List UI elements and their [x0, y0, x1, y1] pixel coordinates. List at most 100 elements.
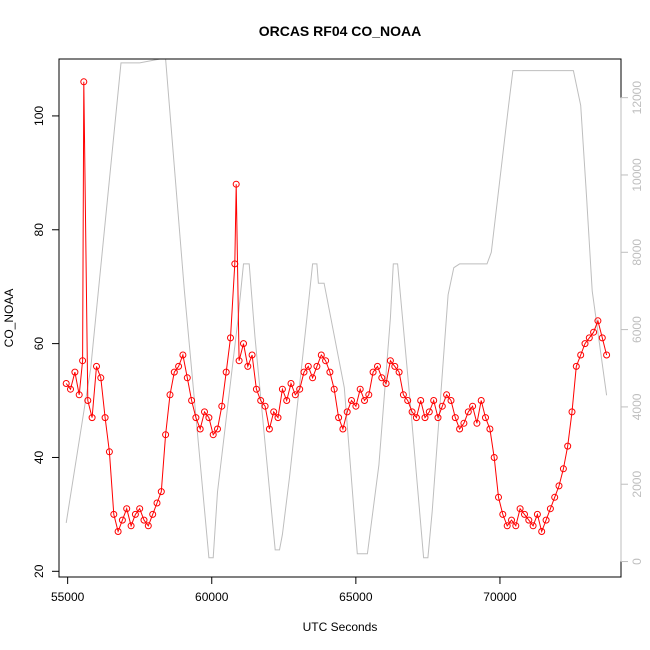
co-point	[598, 334, 606, 342]
y2-tick-label: 10000	[630, 158, 644, 192]
co-point	[590, 328, 598, 336]
co-point	[447, 397, 455, 404]
co-point	[80, 78, 88, 86]
x-axis-label: UTC Seconds	[303, 620, 378, 634]
co-point	[343, 408, 351, 416]
co-point	[296, 385, 304, 393]
co-point	[335, 414, 343, 422]
co-point	[533, 510, 541, 518]
co-point	[425, 408, 433, 416]
co-point	[417, 397, 425, 404]
co-point	[123, 505, 131, 513]
co-point	[67, 385, 74, 393]
co-point	[421, 414, 429, 422]
co-point	[564, 442, 572, 450]
y-tick-label: 20	[32, 564, 46, 578]
altitude-series	[65, 58, 608, 559]
co-point	[391, 362, 399, 370]
co-point	[482, 414, 489, 422]
co-point	[209, 431, 217, 439]
co-point	[352, 402, 360, 410]
co-point	[581, 340, 589, 348]
co-point	[460, 419, 468, 427]
co-point	[240, 340, 247, 348]
co-point	[304, 362, 312, 370]
co-point	[404, 397, 412, 404]
co-point	[521, 510, 528, 518]
co-point	[131, 510, 139, 518]
co-point	[75, 391, 83, 399]
y2-tick-label: 12000	[630, 81, 644, 115]
co-point	[585, 334, 593, 342]
co-point	[412, 414, 420, 422]
co-point	[568, 408, 576, 416]
co-point	[157, 488, 165, 496]
co-point	[326, 368, 334, 376]
co-point	[144, 522, 152, 530]
co-point	[339, 425, 347, 433]
co-point	[274, 414, 282, 422]
co-point	[430, 397, 438, 404]
co-point	[118, 516, 126, 524]
co-point	[114, 528, 122, 535]
x-tick-label: 65000	[339, 590, 373, 604]
co-point	[603, 351, 611, 359]
x-tick-label: 55000	[51, 590, 85, 604]
y-tick-label: 40	[32, 450, 46, 464]
co-point	[248, 351, 256, 359]
y2-tick-label: 0	[630, 558, 644, 565]
y2-tick-label: 6000	[630, 316, 644, 343]
co-point	[525, 516, 533, 524]
co-point	[79, 357, 87, 365]
co-point	[153, 499, 161, 507]
co-point	[201, 408, 208, 416]
co-point	[257, 397, 265, 404]
co-point	[361, 397, 368, 404]
co-point	[516, 505, 524, 513]
co-point	[508, 516, 515, 524]
co-point	[205, 414, 213, 422]
co-point	[542, 516, 550, 524]
x-tick-label: 60000	[195, 590, 229, 604]
co-point	[559, 465, 567, 473]
co-point	[499, 510, 507, 518]
co-point	[183, 374, 191, 382]
y-axis-right: 0 2000 4000 6000 8000 10000 12000	[620, 81, 644, 565]
co-point	[322, 357, 330, 365]
co-point	[577, 351, 585, 359]
co-point	[127, 522, 135, 530]
altitude-line	[65, 58, 608, 559]
co-point	[166, 391, 174, 399]
co-point	[464, 408, 472, 416]
co-point	[313, 362, 321, 370]
co-point	[538, 528, 546, 535]
co-point	[378, 374, 386, 382]
co-point	[369, 368, 377, 376]
co-point	[231, 260, 239, 268]
co-point	[438, 402, 446, 410]
co-point	[330, 385, 338, 393]
co-point	[503, 522, 511, 530]
co-point	[382, 380, 390, 387]
co-point	[451, 414, 459, 422]
co-point	[88, 414, 96, 422]
y-tick-label: 100	[32, 106, 46, 126]
co-point	[594, 317, 602, 325]
co-point	[232, 180, 240, 188]
co-point	[162, 431, 170, 439]
co-point	[105, 448, 113, 456]
co-point	[486, 425, 494, 433]
y2-tick-label: 2000	[630, 471, 644, 498]
co-point	[214, 425, 221, 433]
co-point	[408, 408, 416, 416]
co-point	[283, 397, 291, 404]
co-point	[71, 368, 79, 376]
co-point	[300, 368, 308, 376]
co-point	[348, 397, 355, 404]
co-point	[278, 385, 286, 393]
co-point	[443, 391, 451, 399]
co-point	[469, 402, 477, 410]
plot-box	[58, 58, 622, 578]
co-point	[399, 391, 407, 399]
co-point	[477, 397, 485, 404]
